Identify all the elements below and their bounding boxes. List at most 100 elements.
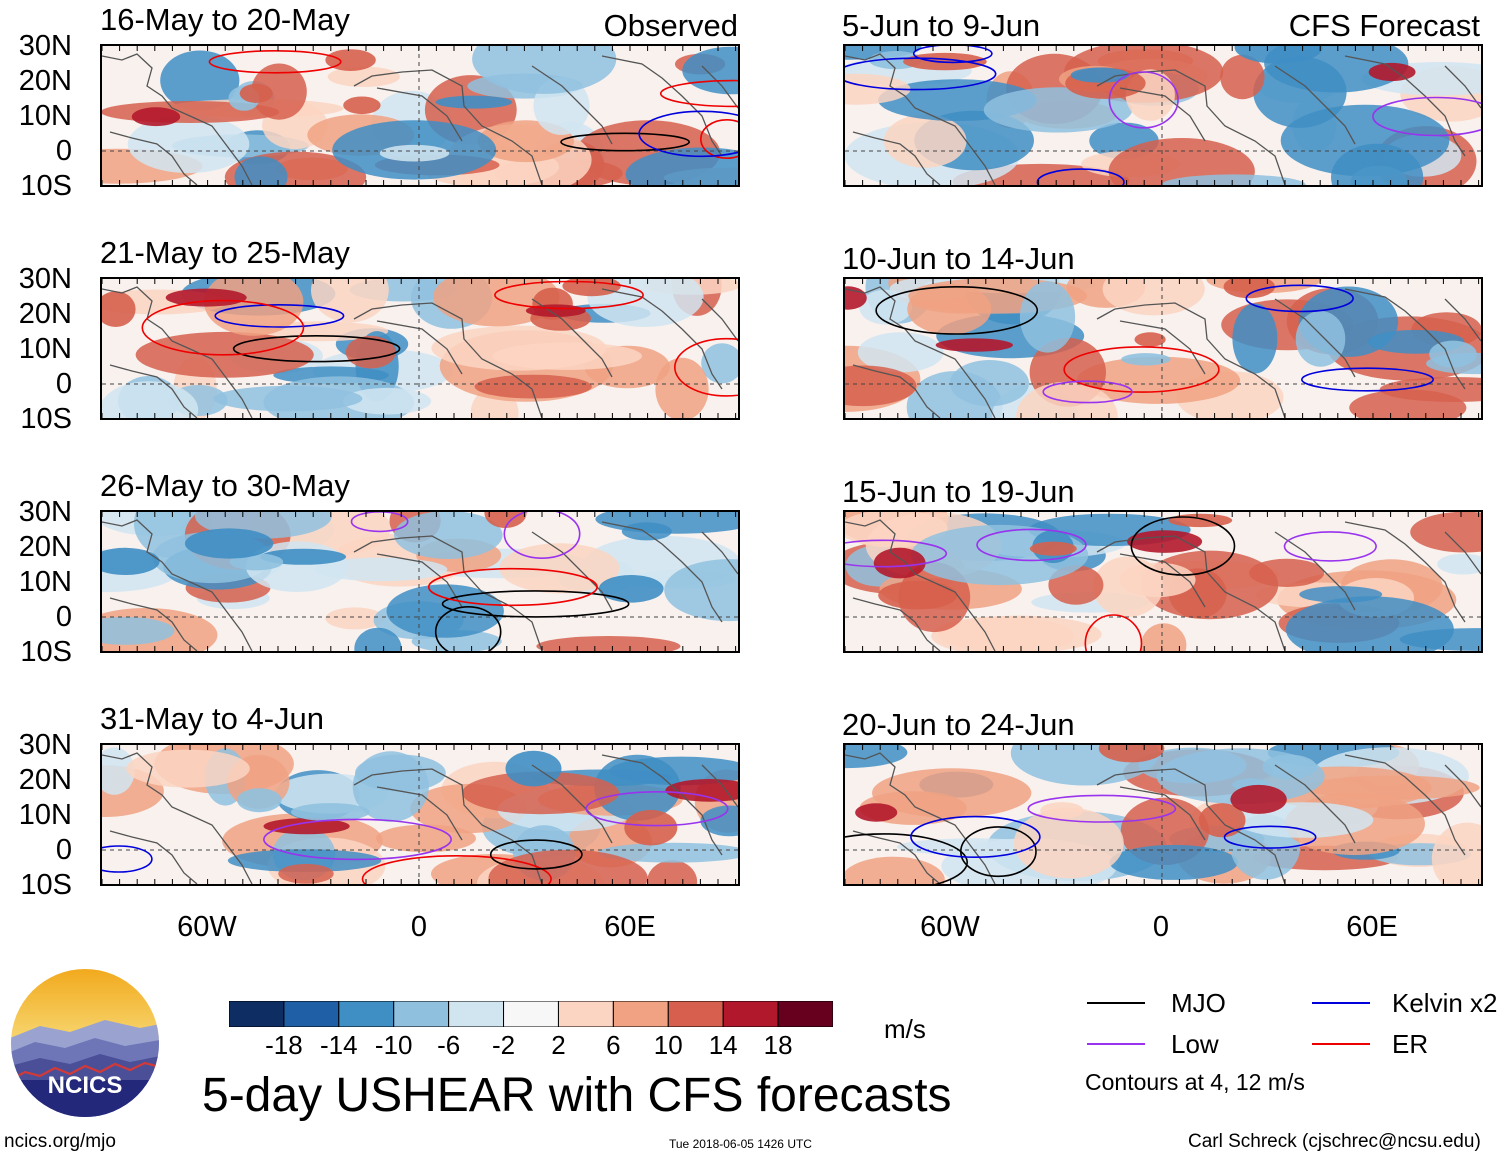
coastline: [1344, 55, 1466, 157]
shear-shading: [845, 365, 917, 407]
shear-shading: [499, 543, 620, 594]
shear-shading-strong: [102, 547, 160, 575]
colorbar-tick-label: -10: [374, 1030, 413, 1060]
shear-shading: [160, 50, 240, 111]
coastline: [1444, 531, 1481, 575]
shear-shading-strong: [239, 83, 273, 103]
shear-shading: [1331, 143, 1424, 185]
shear-shading: [375, 824, 476, 853]
shear-shading-strong: [1368, 62, 1416, 82]
shear-shading: [355, 754, 446, 792]
footer-timestamp: Tue 2018-06-05 1426 UTC: [669, 1137, 812, 1151]
coastline: [1096, 535, 1286, 651]
lat-label-eq-row2: 0: [55, 368, 72, 400]
coastline: [1344, 288, 1466, 390]
panel-title-fc-4: 20-Jun to 24-Jun: [842, 707, 1075, 742]
wave-contour: [102, 845, 153, 873]
shear-shading: [1295, 311, 1346, 367]
lon-label-60w-right: 60W: [920, 911, 980, 943]
shear-shading: [621, 522, 672, 541]
wave-contour: [141, 299, 305, 356]
lat-label-20n-row3: 20N: [18, 531, 72, 563]
wave-contour: [361, 855, 552, 884]
wave-contour: [208, 50, 342, 74]
wave-contour: [845, 57, 997, 91]
colorbar-unit: m/s: [884, 1014, 926, 1044]
lat-label-eq-row3: 0: [55, 601, 72, 633]
lat-label-30n-row1: 30N: [18, 30, 72, 62]
colorbar-tick-label: -2: [491, 1030, 516, 1060]
shear-shading: [1102, 279, 1205, 316]
panel-title-obs-4: 31-May to 4-Jun: [100, 701, 324, 736]
shear-shading: [472, 46, 617, 94]
coastline: [701, 65, 738, 109]
wave-contour: [489, 839, 583, 870]
coastline: [845, 519, 996, 651]
coastline: [1119, 553, 1206, 608]
shear-shading: [1076, 356, 1241, 404]
colorbar-tick-label: 2: [551, 1030, 566, 1060]
shear-shading: [647, 860, 698, 884]
shear-shading: [1232, 303, 1278, 374]
shear-shading: [488, 849, 648, 884]
shear-shading-strong: [165, 288, 247, 307]
colorbar-tick-label: 18: [763, 1030, 793, 1060]
wave-contour: [1245, 284, 1354, 313]
wave-contour: [427, 567, 598, 607]
shear-shading-strong: [935, 338, 1013, 352]
shear-shading: [1349, 389, 1467, 418]
wave-contour: [910, 815, 1041, 859]
coastline: [1344, 754, 1466, 856]
lat-label-eq-row1: 0: [55, 135, 72, 167]
shear-shading: [1019, 281, 1076, 353]
colorbar-swatch: [338, 1000, 395, 1028]
shear-shading-strong: [184, 528, 274, 559]
shear-shading: [907, 283, 992, 335]
lat-label-10n-row2: 10N: [18, 333, 72, 365]
footer-url[interactable]: ncics.org/mjo: [4, 1131, 116, 1152]
shear-shading-strong: [1230, 784, 1287, 814]
wave-contour: [845, 539, 948, 568]
shear-shading: [1141, 623, 1187, 651]
coastline: [531, 65, 613, 145]
shear-shading-strong: [1127, 530, 1203, 553]
coastline: [1274, 531, 1356, 611]
coastline: [376, 553, 463, 608]
wave-contour: [1223, 825, 1317, 849]
map-forecast-3: [843, 510, 1483, 653]
shear-shading: [1109, 844, 1238, 880]
wave-contour: [441, 590, 630, 618]
shear-shading: [1013, 807, 1124, 879]
shear-shading: [102, 617, 175, 645]
legend-note: Contours at 4, 12 m/s: [1085, 1069, 1305, 1095]
coastline: [109, 131, 198, 185]
shear-shading-strong: [237, 788, 282, 813]
shear-shading: [492, 342, 642, 370]
colorbar-tick-label: 6: [606, 1030, 621, 1060]
lat-label-20n-row4: 20N: [18, 764, 72, 796]
colorbar-swatch: [228, 1000, 285, 1028]
colorbar-swatch: [283, 1000, 340, 1028]
colorbar-swatch: [777, 1000, 834, 1028]
coastline: [531, 531, 613, 611]
coastline: [1119, 786, 1206, 841]
lon-label-60e-right: 60E: [1346, 911, 1398, 943]
wave-contour: [1108, 71, 1179, 129]
shear-shading: [126, 749, 250, 788]
wave-contour: [1027, 794, 1177, 823]
wave-contour: [1042, 380, 1133, 404]
shear-shading: [474, 374, 592, 399]
wave-contour: [659, 79, 738, 108]
shear-shading: [311, 279, 389, 323]
legend: MJO Kelvin x2 Low ER Contours at 4, 12 m…: [1085, 985, 1505, 1105]
shear-shading: [386, 584, 504, 638]
colorbar-swatch: [612, 1000, 669, 1028]
shear-shading-strong: [1262, 754, 1317, 780]
wave-contour: [1300, 367, 1434, 392]
wave-contour: [434, 606, 502, 651]
forecast-tag: CFS Forecast: [1288, 8, 1480, 43]
shear-shading: [597, 842, 738, 863]
shear-shading: [1161, 174, 1306, 185]
coastline: [353, 302, 543, 418]
colorbar-tick-label: -18: [265, 1030, 303, 1060]
